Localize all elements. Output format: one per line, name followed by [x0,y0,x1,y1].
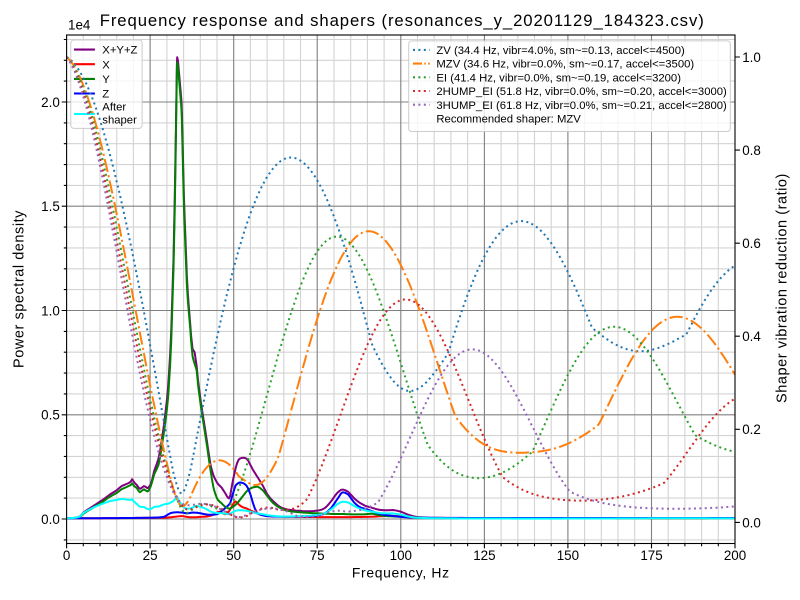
svg-text:175: 175 [640,548,662,563]
svg-text:0.5: 0.5 [41,408,60,423]
svg-text:150: 150 [557,548,579,563]
svg-text:1.0: 1.0 [41,303,60,318]
svg-text:200: 200 [724,548,746,563]
svg-text:100: 100 [390,548,412,563]
svg-text:0.2: 0.2 [742,422,761,437]
svg-text:0.6: 0.6 [742,236,761,251]
svg-text:3HUMP_EI (61.8 Hz, vibr=0.0%,: 3HUMP_EI (61.8 Hz, vibr=0.0%, sm~=0.21, … [436,100,727,112]
svg-text:0.8: 0.8 [742,143,761,158]
svg-text:X+Y+Z: X+Y+Z [102,45,137,57]
svg-text:0.4: 0.4 [742,329,761,344]
svg-text:shaper: shaper [102,115,137,127]
svg-text:Recommended shaper: MZV: Recommended shaper: MZV [436,114,581,126]
svg-text:Y: Y [102,74,110,86]
svg-text:50: 50 [226,548,241,563]
svg-text:Shaper vibration reduction (ra: Shaper vibration reduction (ratio) [775,173,791,403]
svg-text:Power spectral density: Power spectral density [12,210,28,368]
svg-text:0: 0 [63,548,70,563]
svg-text:X: X [102,59,110,71]
svg-text:2HUMP_EI (51.8 Hz, vibr=0.0%,: 2HUMP_EI (51.8 Hz, vibr=0.0%, sm~=0.20, … [436,86,727,98]
svg-text:After: After [102,102,126,114]
svg-text:0.0: 0.0 [41,512,60,527]
svg-text:MZV (34.6 Hz, vibr=0.0%, sm~=0: MZV (34.6 Hz, vibr=0.0%, sm~=0.17, accel… [436,59,694,71]
svg-text:Z: Z [102,89,109,101]
svg-text:Frequency, Hz: Frequency, Hz [352,565,450,581]
svg-text:75: 75 [310,548,325,563]
svg-text:Frequency response and shapers: Frequency response and shapers (resonanc… [100,11,705,30]
svg-text:25: 25 [143,548,158,563]
svg-text:0.0: 0.0 [742,515,761,530]
svg-text:1.5: 1.5 [41,199,60,214]
svg-text:125: 125 [473,548,495,563]
svg-text:1e4: 1e4 [68,17,91,32]
svg-text:2.0: 2.0 [41,95,60,110]
svg-text:1.0: 1.0 [742,50,761,65]
svg-text:ZV (34.4 Hz, vibr=4.0%, sm~=0.: ZV (34.4 Hz, vibr=4.0%, sm~=0.13, accel<… [436,45,685,57]
svg-text:EI (41.4 Hz, vibr=0.0%, sm~=0.: EI (41.4 Hz, vibr=0.0%, sm~=0.19, accel<… [436,72,681,84]
